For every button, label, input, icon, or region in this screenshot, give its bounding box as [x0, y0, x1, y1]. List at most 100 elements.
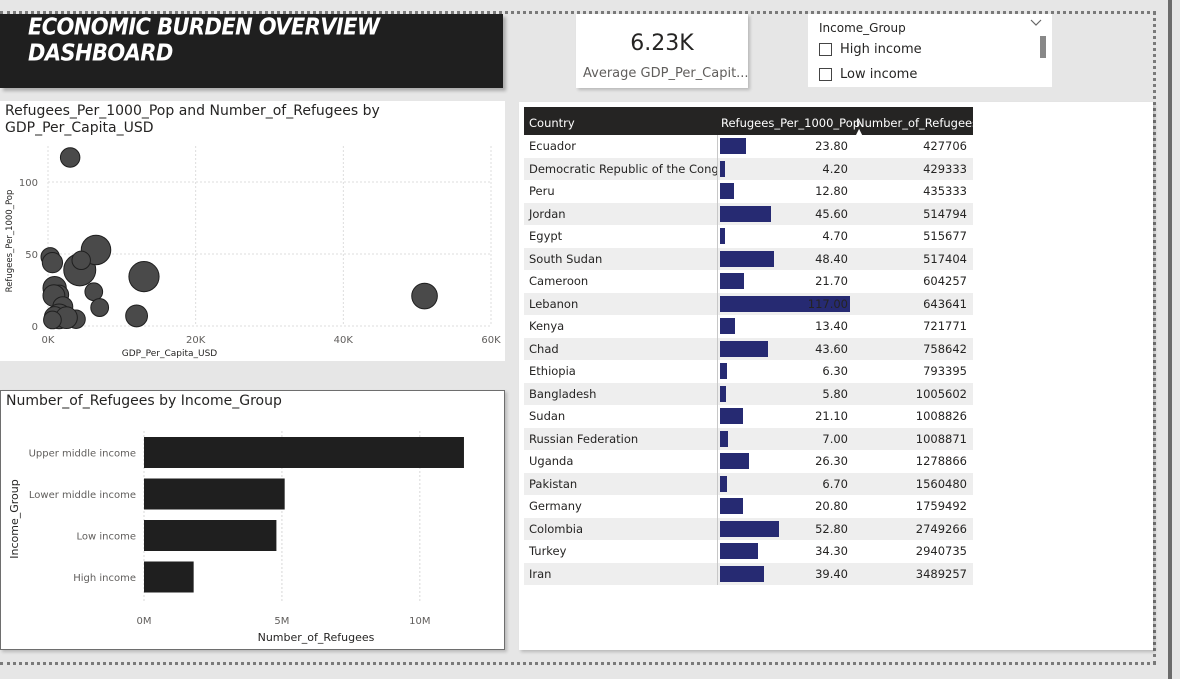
data-bar: [720, 408, 744, 424]
table-row[interactable]: Germany 20.80 1759492: [524, 495, 973, 518]
data-bar: [720, 520, 779, 537]
table-row[interactable]: Kenya 13.40 721771: [524, 315, 973, 338]
slicer-option-high-income[interactable]: High income: [819, 42, 922, 57]
scatter-chart[interactable]: 0K 20K 40K 60K 0 50 100 GDP_Per_Capita_USD Refug…: [0, 101, 505, 361]
cell-country: Bangladesh: [529, 386, 597, 401]
cell-per1000-value: 34.30: [815, 544, 848, 558]
bar-title: Number_of_Refugees by Income_Group: [6, 393, 282, 409]
cell-refugees: 1759492: [915, 499, 967, 514]
canvas-edge: [1168, 0, 1172, 679]
data-bar: [720, 430, 728, 447]
slicer-title: Income_Group: [819, 21, 906, 35]
checkbox-icon[interactable]: [819, 68, 832, 81]
table-row[interactable]: Egypt 4.70 515677: [524, 225, 973, 248]
category-label: Lower middle income: [29, 490, 136, 501]
data-bar: [720, 205, 771, 222]
table-row[interactable]: Colombia 52.80 2749266: [524, 517, 973, 540]
table-row[interactable]: Peru 12.80 435333: [524, 180, 973, 203]
cell-refugees: 3489257: [915, 566, 967, 581]
cell-country: Sudan: [529, 409, 566, 424]
cell-refugees: 1008871: [915, 431, 967, 446]
cell-refugees: 604257: [923, 274, 967, 289]
cell-country: Uganda: [529, 454, 574, 469]
table-row[interactable]: South Sudan 48.40 517404: [524, 247, 973, 270]
cell-per1000: 7.00: [717, 427, 852, 450]
table-row[interactable]: Uganda 26.30 1278866: [524, 450, 973, 473]
income-group-slicer[interactable]: Income_Group High income Low income: [808, 14, 1052, 87]
table-row[interactable]: Ethiopia 6.30 793395: [524, 360, 973, 383]
x-tick-label: 0M: [137, 616, 152, 627]
table-row[interactable]: Iran 39.40 3489257: [524, 562, 973, 585]
scatter-point: [41, 252, 64, 274]
table-row[interactable]: Democratic Republic of the Congo 4.20 4293…: [524, 157, 973, 180]
column-header-country[interactable]: Country: [529, 116, 575, 130]
column-header-refugees[interactable]: Number_of_Refugees ▲: [852, 107, 978, 136]
table-row[interactable]: Pakistan 6.70 1560480: [524, 472, 973, 495]
cell-per1000-value: 13.40: [815, 319, 848, 333]
y-tick-label: 0: [32, 322, 38, 333]
cell-per1000: 4.20: [717, 157, 852, 180]
data-bar: [720, 543, 759, 559]
table-row[interactable]: Lebanon 117.00 643641: [524, 292, 973, 315]
table-row[interactable]: Ecuador 23.80 427706: [524, 135, 973, 158]
cell-per1000-value: 26.30: [815, 454, 848, 468]
cell-per1000: 21.70: [717, 270, 852, 293]
cell-per1000: 26.30: [717, 450, 852, 473]
category-label: Low income: [77, 532, 137, 543]
kpi-card[interactable]: 6.23K Average GDP_Per_Capit...: [576, 14, 749, 88]
bar: [144, 561, 194, 593]
dashboard-title-banner: ECONOMIC BURDEN OVERVIEW DASHBOARD: [0, 14, 503, 88]
cell-per1000-value: 4.70: [822, 229, 848, 243]
cell-country: Kenya: [529, 319, 565, 334]
cell-refugees: 1560480: [915, 476, 967, 491]
cell-refugees: 2940735: [915, 544, 967, 559]
cell-refugees: 793395: [923, 364, 967, 379]
table-row[interactable]: Jordan 45.60 514794: [524, 202, 973, 225]
cell-per1000: 48.40: [717, 247, 852, 270]
chevron-down-icon[interactable]: [1030, 17, 1042, 31]
cell-country: Colombia: [529, 521, 584, 536]
cell-country: Iran: [529, 566, 552, 581]
sort-ascending-icon: ▲: [856, 127, 863, 136]
bar-visual[interactable]: Number_of_Refugees by Income_Group 0M 5M 1…: [0, 390, 505, 650]
table-body: Ecuador 23.80 427706 Democratic Republic of…: [524, 135, 973, 585]
table-row[interactable]: Russian Federation 7.00 1008871: [524, 427, 973, 450]
country-table-visual[interactable]: Country Refugees_Per_1000_Pop Number_of_…: [519, 102, 1153, 650]
data-bar: [720, 453, 750, 469]
column-header-per1000[interactable]: Refugees_Per_1000_Pop: [721, 116, 861, 130]
cell-refugees: 1278866: [915, 454, 967, 469]
cell-per1000-value: 48.40: [815, 251, 848, 266]
slicer-scrollbar[interactable]: [1040, 36, 1046, 58]
cell-per1000-value: 6.30: [822, 364, 848, 378]
cell-refugees: 517404: [923, 251, 967, 266]
data-bar: [720, 228, 726, 244]
table-row[interactable]: Turkey 34.30 2940735: [524, 540, 973, 563]
cell-per1000-value: 7.00: [822, 431, 848, 446]
table-row[interactable]: Bangladesh 5.80 1005602: [524, 382, 973, 405]
scatter-point: [71, 250, 91, 271]
slicer-option-low-income[interactable]: Low income: [819, 67, 917, 82]
y-tick-label: 50: [25, 250, 38, 261]
cell-refugees: 643641: [923, 296, 967, 311]
table-row[interactable]: Chad 43.60 758642: [524, 337, 973, 360]
data-bar: [720, 160, 725, 177]
x-axis-title: GDP_Per_Capita_USD: [122, 349, 218, 359]
cell-country: Ethiopia: [529, 364, 576, 379]
scatter-visual[interactable]: Refugees_Per_1000_Pop and Number_of_Refu…: [0, 101, 505, 361]
checkbox-icon[interactable]: [819, 43, 832, 56]
x-tick-label: 0K: [42, 335, 55, 346]
bar-chart[interactable]: 0M 5M 10M Upper middle income Lower middle i…: [1, 391, 504, 649]
slicer-option-label: Low income: [840, 67, 918, 82]
table-row[interactable]: Sudan 21.10 1008826: [524, 405, 973, 428]
data-bar: [720, 340, 769, 357]
cell-country: Russian Federation: [529, 431, 639, 446]
category-label: High income: [73, 573, 136, 584]
cell-per1000-value: 4.20: [822, 161, 848, 176]
data-bar: [720, 295, 850, 312]
table-row[interactable]: Cameroon 21.70 604257: [524, 270, 973, 293]
x-tick-label: 10M: [409, 616, 430, 627]
cell-country: Democratic Republic of the Congo: [529, 161, 717, 176]
cell-refugees: 1005602: [915, 386, 967, 401]
data-bar: [720, 273, 745, 289]
bar: [144, 437, 464, 468]
